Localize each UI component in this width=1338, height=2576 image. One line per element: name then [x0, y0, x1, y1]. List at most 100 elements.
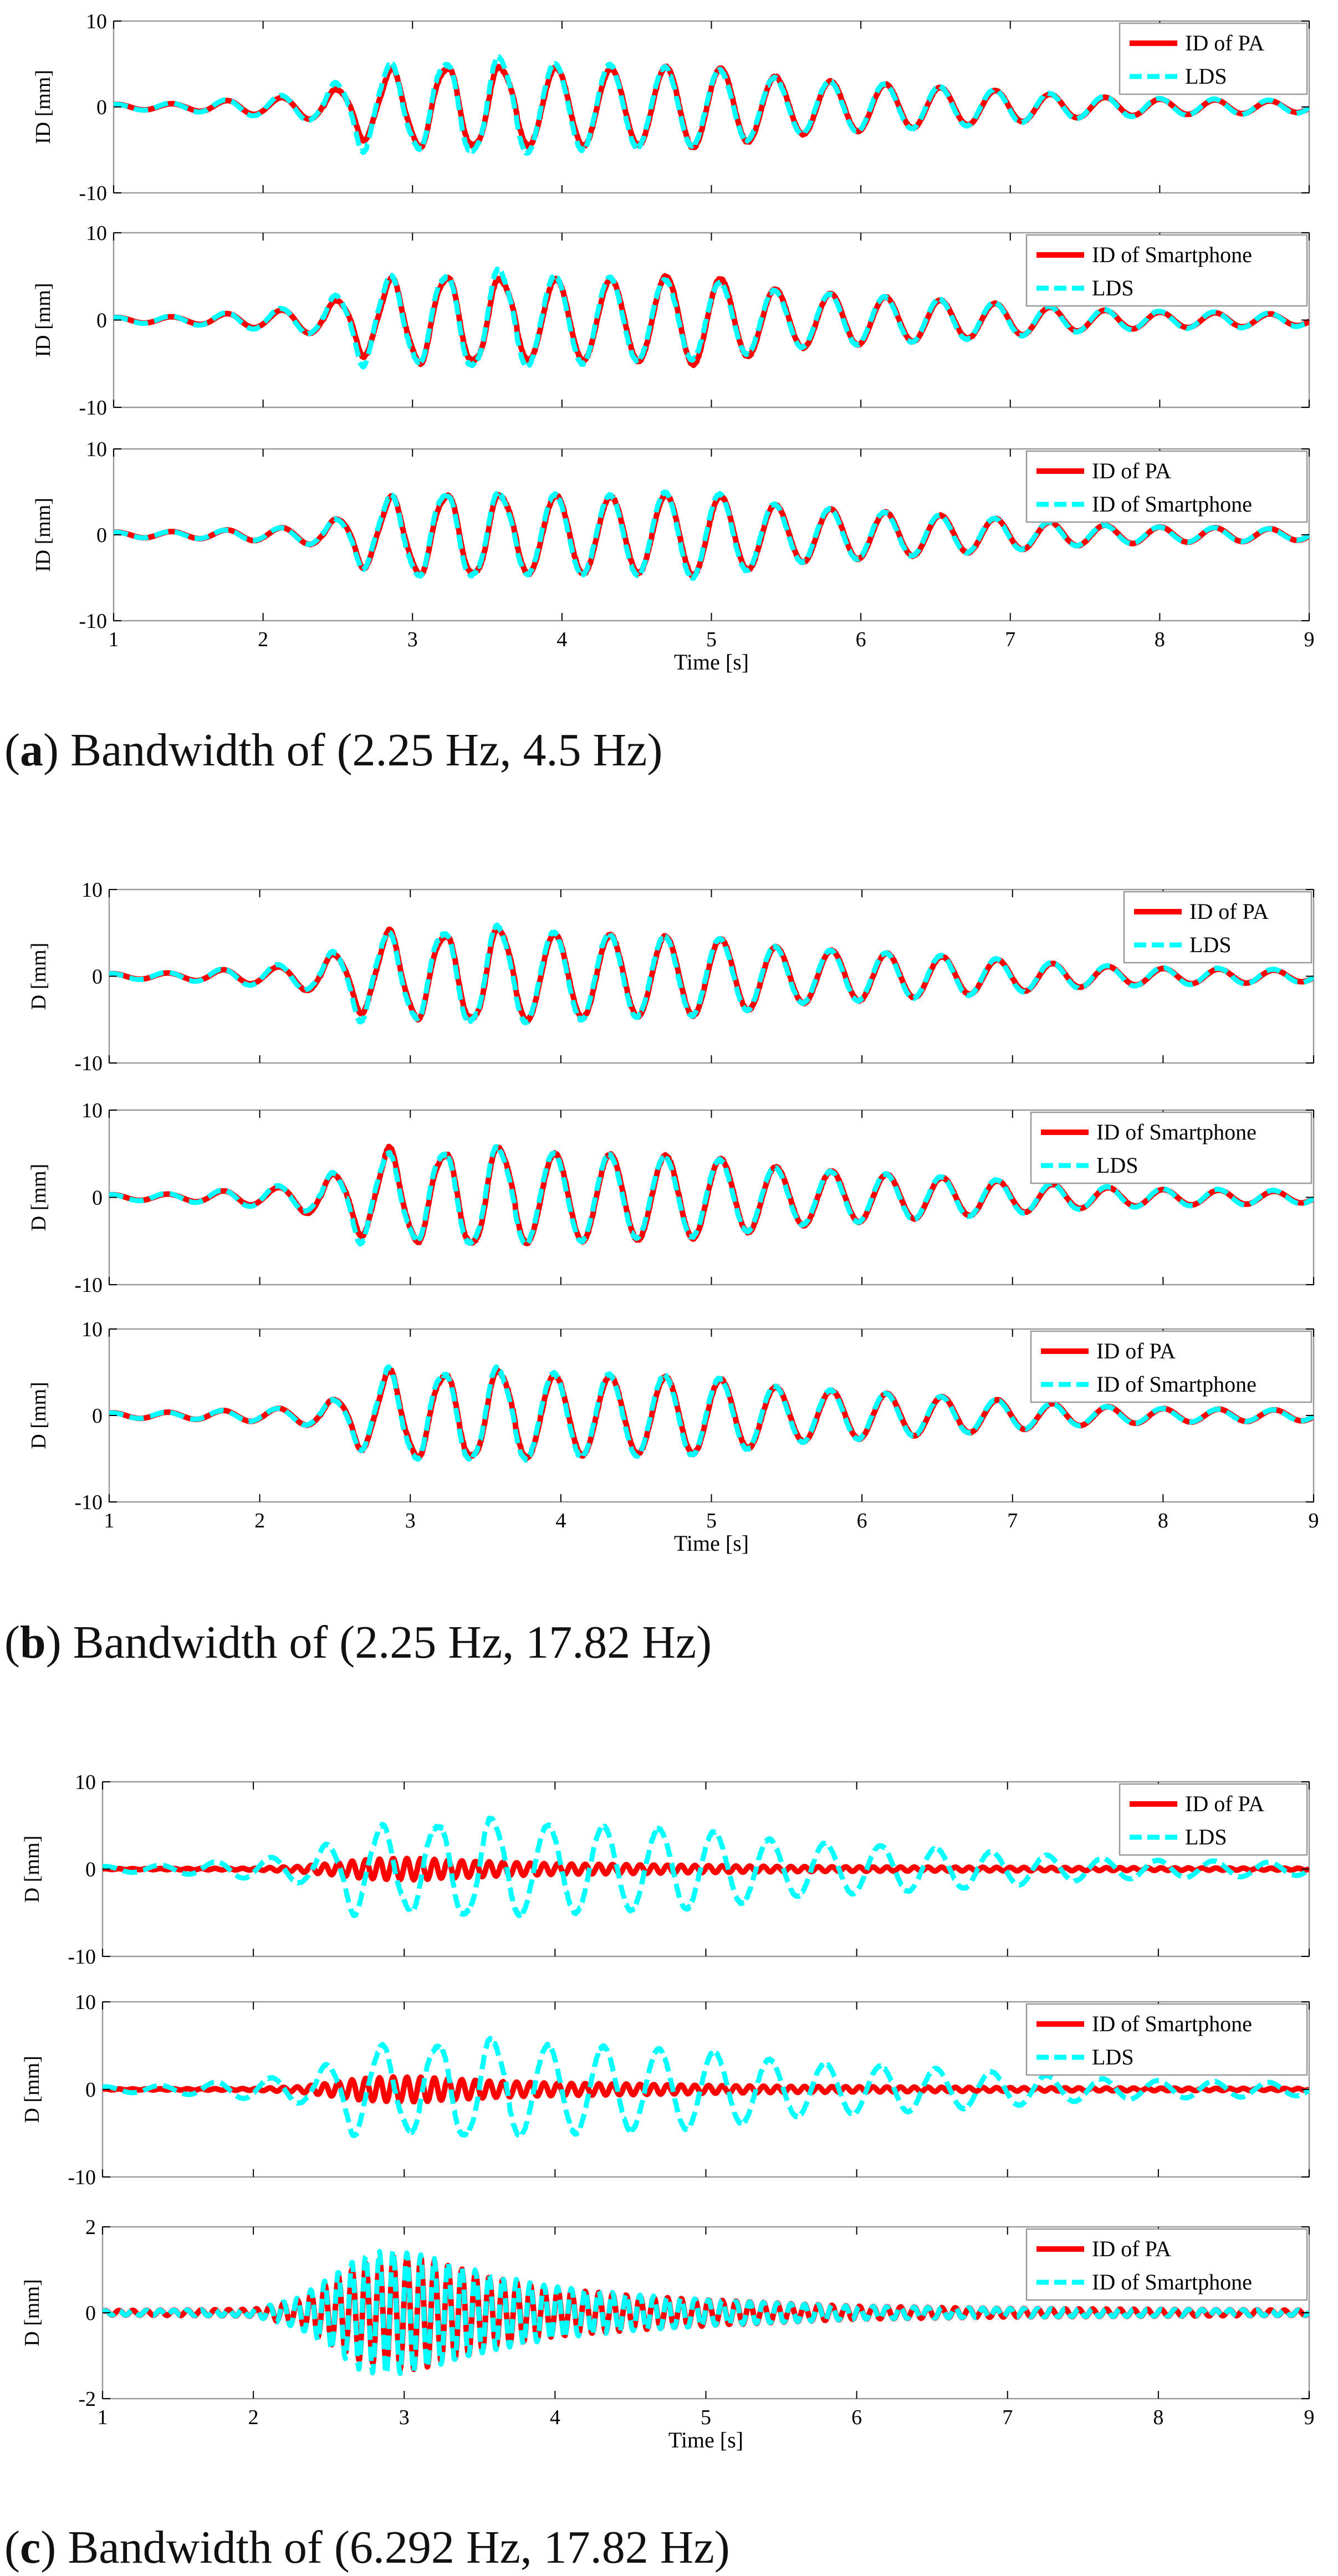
- x-tick-label: 3: [399, 2406, 410, 2429]
- y-tick-label: 2: [85, 2216, 96, 2239]
- caption-b-letter: b: [19, 1617, 46, 1668]
- series-line-secondary: [103, 1815, 1309, 1919]
- y-tick-label: 10: [75, 1771, 96, 1794]
- series-line-secondary: [114, 266, 1309, 370]
- x-axis-label: Time [s]: [674, 650, 749, 674]
- legend-box: [1119, 1783, 1308, 1856]
- series-group: [109, 1143, 1314, 1247]
- y-tick-label: -10: [79, 182, 107, 205]
- series-line-secondary: [114, 54, 1309, 156]
- caption-a-text: ) Bandwidth of (2.25 Hz, 4.5 Hz): [43, 724, 663, 776]
- y-tick-label: 0: [96, 309, 107, 333]
- x-tick-label: 3: [405, 1509, 416, 1532]
- legend-label: ID of Smartphone: [1092, 2270, 1252, 2294]
- legend-label: ID of PA: [1092, 458, 1171, 483]
- y-tick-label: -10: [79, 396, 107, 420]
- y-tick-label: 10: [86, 10, 107, 33]
- legend: ID of Smartphone LDS: [1030, 1111, 1313, 1184]
- caption-b: (b) Bandwidth of (2.25 Hz, 17.82 Hz): [4, 1617, 712, 1668]
- series-group: [109, 922, 1314, 1025]
- x-tick-label: 3: [407, 628, 418, 651]
- legend: ID of PA LDS: [1123, 891, 1313, 964]
- y-axis-label: D [mm]: [21, 2056, 44, 2123]
- legend-label: LDS: [1189, 932, 1232, 957]
- series-line-secondary: [109, 922, 1314, 1025]
- x-tick-label: 9: [1309, 1509, 1319, 1532]
- series-line-primary: [103, 1856, 1309, 1883]
- series-line-secondary: [103, 2036, 1309, 2139]
- y-axis-label: ID [mm]: [32, 498, 55, 572]
- legend-box: [1025, 234, 1308, 307]
- legend: ID of Smartphone LDS: [1025, 234, 1308, 307]
- legend-label: ID of Smartphone: [1096, 1120, 1257, 1144]
- plot-frame: [108, 888, 1315, 1064]
- legend-label: LDS: [1185, 1824, 1227, 1849]
- legend-label: ID of Smartphone: [1096, 1372, 1257, 1397]
- x-tick-label: 2: [254, 1509, 265, 1532]
- x-tick-label: 1: [98, 2406, 108, 2429]
- chart-c2: -10 0 10 D [mm] ID of Smartphone LDS: [21, 1991, 1310, 2189]
- y-tick-label: 0: [85, 2302, 96, 2325]
- y-tick-label: 0: [85, 2078, 96, 2102]
- y-axis-label: D [mm]: [27, 943, 50, 1010]
- y-tick-label: 10: [75, 1991, 96, 2014]
- caption-b-text: ) Bandwidth of (2.25 Hz, 17.82 Hz): [45, 1617, 712, 1668]
- x-tick-label: 6: [856, 628, 866, 651]
- legend-box: [1025, 2003, 1308, 2076]
- y-tick-label: -10: [74, 1274, 103, 1297]
- legend-box: [1119, 22, 1308, 95]
- x-tick-label: 4: [550, 2406, 560, 2429]
- plot-frame: [113, 20, 1310, 194]
- y-tick-label: 10: [86, 222, 107, 245]
- legend-label: ID of PA: [1189, 899, 1269, 924]
- series-line-primary: [103, 2074, 1309, 2105]
- legend-box: [1030, 1330, 1313, 1403]
- series-group: [103, 2036, 1309, 2139]
- x-tick-label: 9: [1304, 2406, 1315, 2429]
- legend-label: ID of Smartphone: [1092, 2011, 1252, 2036]
- series-group: [103, 2248, 1309, 2376]
- y-tick-label: 0: [85, 1858, 96, 1882]
- x-tick-label: 6: [851, 2406, 862, 2429]
- y-tick-label: 10: [81, 878, 103, 902]
- x-tick-label: 5: [706, 628, 717, 651]
- x-axis-label: Time [s]: [674, 1531, 749, 1556]
- legend-label: LDS: [1092, 2045, 1134, 2069]
- series-line-secondary: [114, 489, 1309, 581]
- caption-a-letter: a: [19, 724, 43, 776]
- caption-c: (c) Bandwidth of (6.292 Hz, 17.82 Hz): [4, 2522, 730, 2573]
- caption-c-letter: c: [19, 2522, 41, 2573]
- legend-box: [1025, 2228, 1308, 2301]
- legend: ID of PA ID of Smartphone: [1025, 450, 1308, 523]
- y-axis-label: ID [mm]: [32, 283, 55, 357]
- legend-label: ID of PA: [1185, 30, 1264, 55]
- legend: ID of PA ID of Smartphone: [1030, 1330, 1313, 1403]
- series-group: [114, 266, 1309, 370]
- series-group: [114, 489, 1309, 581]
- y-tick-label: 10: [86, 438, 107, 461]
- x-tick-label: 7: [1002, 2406, 1013, 2429]
- y-tick-label: -10: [79, 610, 107, 633]
- x-tick-label: 4: [555, 1509, 566, 1532]
- x-tick-label: 9: [1304, 628, 1315, 651]
- x-tick-label: 1: [104, 1509, 115, 1532]
- legend-label: ID of PA: [1092, 2236, 1171, 2261]
- y-tick-label: -10: [74, 1052, 103, 1075]
- legend: ID of PA LDS: [1119, 22, 1308, 95]
- legend-label: LDS: [1096, 1153, 1138, 1178]
- legend-label: ID of PA: [1096, 1338, 1176, 1363]
- series-group: [103, 1815, 1309, 1919]
- legend: ID of Smartphone LDS: [1025, 2003, 1308, 2076]
- y-tick-label: 0: [96, 96, 107, 119]
- chart-b1: -10 0 10 D [mm] ID of PA LDS: [27, 878, 1315, 1075]
- y-tick-label: -10: [74, 1491, 103, 1514]
- x-tick-label: 2: [258, 628, 268, 651]
- chart-c1: -10 0 10 D [mm] ID of PA LDS: [21, 1771, 1310, 1969]
- y-tick-label: 10: [81, 1099, 103, 1122]
- legend-label: ID of Smartphone: [1092, 492, 1252, 517]
- series-group: [109, 1364, 1314, 1463]
